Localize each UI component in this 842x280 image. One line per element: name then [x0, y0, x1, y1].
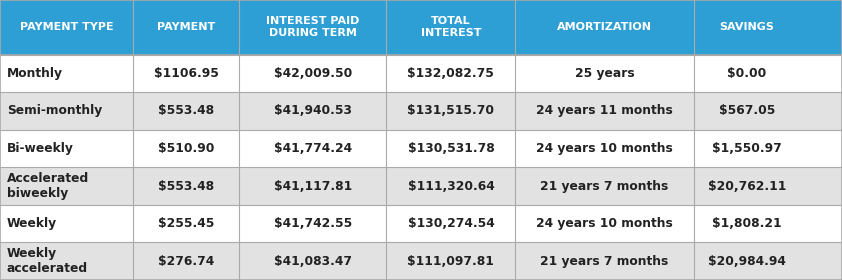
Bar	[0, 92, 842, 130]
Text: TOTAL
INTEREST: TOTAL INTEREST	[421, 16, 481, 39]
Text: $130,531.78: $130,531.78	[408, 142, 494, 155]
Text: $41,117.81: $41,117.81	[274, 179, 352, 193]
Text: SAVINGS: SAVINGS	[719, 22, 775, 32]
Text: Weekly: Weekly	[7, 217, 57, 230]
Text: $1106.95: $1106.95	[153, 67, 219, 80]
Text: $130,274.54: $130,274.54	[408, 217, 494, 230]
Text: $41,940.53: $41,940.53	[274, 104, 352, 117]
Text: $510.90: $510.90	[158, 142, 214, 155]
Text: $111,097.81: $111,097.81	[408, 255, 494, 268]
Text: $553.48: $553.48	[158, 179, 214, 193]
Text: $553.48: $553.48	[158, 104, 214, 117]
Text: $131,515.70: $131,515.70	[408, 104, 494, 117]
Text: 21 years 7 months: 21 years 7 months	[541, 179, 669, 193]
Bar	[0, 55, 842, 92]
Text: Semi-monthly: Semi-monthly	[7, 104, 102, 117]
Bar	[0, 205, 842, 242]
Text: $1,808.21: $1,808.21	[712, 217, 781, 230]
Text: Weekly
accelerated: Weekly accelerated	[7, 247, 88, 275]
Text: 24 years 11 months: 24 years 11 months	[536, 104, 673, 117]
Text: Bi-weekly: Bi-weekly	[7, 142, 73, 155]
Text: 24 years 10 months: 24 years 10 months	[536, 142, 673, 155]
Text: 25 years: 25 years	[575, 67, 634, 80]
Text: $276.74: $276.74	[158, 255, 214, 268]
Text: Monthly: Monthly	[7, 67, 63, 80]
Bar	[0, 0, 842, 55]
Text: $567.05: $567.05	[719, 104, 775, 117]
Bar	[0, 167, 842, 205]
Text: 24 years 10 months: 24 years 10 months	[536, 217, 673, 230]
Text: AMORTIZATION: AMORTIZATION	[557, 22, 652, 32]
Text: $1,550.97: $1,550.97	[712, 142, 781, 155]
Text: 21 years 7 months: 21 years 7 months	[541, 255, 669, 268]
Text: $255.45: $255.45	[158, 217, 214, 230]
Text: $41,774.24: $41,774.24	[274, 142, 352, 155]
Text: PAYMENT: PAYMENT	[157, 22, 216, 32]
Text: $42,009.50: $42,009.50	[274, 67, 352, 80]
Text: $41,742.55: $41,742.55	[274, 217, 352, 230]
Text: Accelerated
biweekly: Accelerated biweekly	[7, 172, 89, 200]
Bar	[0, 242, 842, 280]
Text: $111,320.64: $111,320.64	[408, 179, 494, 193]
Text: $20,984.94: $20,984.94	[708, 255, 786, 268]
Text: $132,082.75: $132,082.75	[408, 67, 494, 80]
Text: INTEREST PAID
DURING TERM: INTEREST PAID DURING TERM	[266, 16, 360, 39]
Bar	[0, 130, 842, 167]
Text: $20,762.11: $20,762.11	[707, 179, 786, 193]
Text: PAYMENT TYPE: PAYMENT TYPE	[19, 22, 114, 32]
Text: $0.00: $0.00	[727, 67, 766, 80]
Text: $41,083.47: $41,083.47	[274, 255, 352, 268]
